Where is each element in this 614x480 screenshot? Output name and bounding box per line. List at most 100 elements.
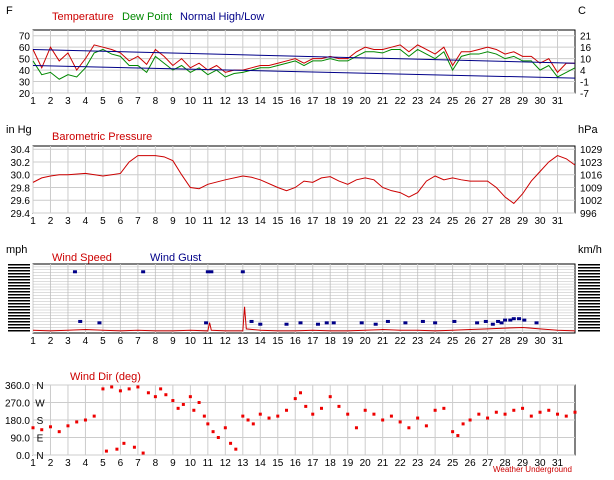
x-tick-label: 2 (48, 96, 54, 107)
wind-legend: Wind Speed Wind Gust (52, 252, 201, 264)
wind-dir-title: Wind Dir (deg) (70, 371, 141, 383)
wind-dir-point (241, 414, 245, 418)
gust-point (141, 270, 146, 274)
wind-dir-point (92, 414, 96, 418)
wind-dir-point (494, 410, 498, 414)
wind-dir-point (285, 408, 289, 412)
x-tick-label: 17 (307, 458, 319, 469)
wind-dir-point (229, 441, 233, 445)
x-tick-label: 24 (430, 458, 442, 469)
x-tick-label: 23 (412, 96, 424, 107)
gust-point (331, 321, 336, 325)
y-tick-label-left: 90.0 (11, 434, 31, 445)
x-tick-label: 30 (534, 336, 546, 347)
wind-dir-point (328, 395, 332, 399)
y-tick-label-right: 1023 (580, 158, 603, 169)
pressure-right-unit: hPa (578, 124, 598, 136)
x-tick-label: 3 (65, 336, 71, 347)
x-tick-label: 28 (500, 96, 512, 107)
wind-dir-point (538, 410, 542, 414)
wind-dir-point (456, 434, 460, 438)
y-tick-label-right: 1009 (580, 183, 603, 194)
wind-dir-point (110, 385, 114, 389)
wind-dir-point (216, 436, 220, 439)
gust-point (496, 319, 501, 323)
wind-dir-point (176, 406, 180, 410)
x-tick-label: 20 (360, 458, 372, 469)
wind-dir-point (159, 387, 163, 391)
wind-dir-point (104, 449, 108, 453)
x-tick-label: 18 (325, 458, 337, 469)
x-tick-label: 29 (517, 216, 529, 227)
wind-dir-point (141, 451, 145, 455)
pressure-title: Barometric Pressure (52, 131, 152, 143)
series-line-pressure (32, 155, 576, 205)
x-tick-label: 31 (552, 458, 564, 469)
wind-dir-point (192, 408, 196, 412)
gust-point (324, 321, 329, 325)
gust-point (483, 319, 488, 323)
gust-point (359, 321, 364, 325)
wind-dir-point (258, 412, 262, 416)
gust-point (508, 318, 513, 322)
y-tick-label-right: 4 (580, 66, 586, 77)
y-tick-label-left: 70 (19, 32, 31, 43)
temperature-right-unit: C (578, 5, 586, 17)
x-tick-label: 16 (290, 96, 302, 107)
wind-dir-point (442, 406, 446, 410)
x-tick-label: 5 (100, 336, 106, 347)
x-tick-label: 25 (447, 216, 459, 227)
wind-dir-point (132, 445, 136, 449)
x-tick-label: 6 (118, 336, 124, 347)
x-tick-label: 13 (237, 336, 249, 347)
x-tick-label: 3 (65, 96, 71, 107)
x-tick-label: 12 (220, 216, 232, 227)
wind-dir-point (486, 416, 490, 420)
x-tick-label: 11 (203, 216, 214, 227)
y-tick-label-left: 0.0 (16, 451, 30, 462)
x-tick-label: 17 (307, 336, 319, 347)
wind-dir-point (136, 385, 140, 389)
y-tick-label-right: -7 (580, 89, 589, 100)
gust-point (204, 321, 209, 325)
wind-dir-point (267, 416, 271, 420)
x-tick-label: 8 (153, 458, 159, 469)
y-tick-label-right: 16 (580, 43, 592, 54)
wind-speed-panel: mph km/h Wind Speed Wind Gust 1 2 3 4 5 6 7 8 9 10… (6, 244, 602, 347)
x-tick-label: 21 (377, 216, 389, 227)
wind-dir-point (115, 447, 119, 451)
wind-dir-point (529, 414, 533, 418)
x-tick-label: 14 (255, 96, 267, 107)
gust-point (517, 317, 522, 321)
x-tick-label: 20 (360, 216, 372, 227)
x-tick-label: 1 (30, 96, 36, 107)
x-tick-label: 7 (135, 216, 141, 227)
x-tick-label: 7 (135, 96, 141, 107)
y-tick-label-left: 360.0 (5, 381, 30, 392)
left-axis-ticks (8, 264, 30, 333)
wind-dir-point (153, 395, 157, 399)
wind-dir-point (66, 424, 70, 428)
x-tick-label: 25 (447, 336, 459, 347)
x-tick-label: 10 (185, 216, 197, 227)
gust-point (403, 321, 408, 325)
x-tick-label: 30 (534, 458, 546, 469)
y-tick-label-right: 1016 (580, 171, 603, 182)
gust-point (522, 318, 527, 322)
wind-left-unit: mph (6, 244, 27, 256)
x-tick-label: 1 (30, 216, 36, 227)
x-tick-label: 9 (170, 336, 176, 347)
x-tick-label: 29 (517, 458, 529, 469)
wind-dir-point (468, 418, 472, 422)
x-tick-label: 25 (447, 458, 459, 469)
y-tick-label-left: 30 (19, 78, 31, 89)
x-tick-label: 11 (203, 336, 214, 347)
wind-dir-point (211, 430, 215, 434)
temperature-panel: F C Temperature Dew Point Normal High/Low … (6, 5, 592, 107)
x-tick-label: 3 (65, 458, 71, 469)
x-tick-label: 28 (500, 336, 512, 347)
x-tick-label: 10 (185, 336, 197, 347)
series-line-normal-low (32, 65, 576, 79)
